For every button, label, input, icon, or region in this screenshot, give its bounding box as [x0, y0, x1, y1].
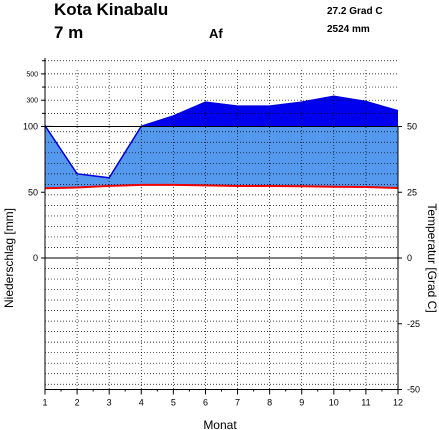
x-tick-label: 12	[393, 398, 403, 408]
annual-precipitation: 2524 mm	[327, 24, 370, 35]
temp-tick-label: 0	[407, 253, 412, 263]
precip-tick-label: 0	[33, 253, 38, 263]
x-tick-label: 2	[75, 398, 80, 408]
temp-tick-label: -50	[407, 385, 420, 395]
x-tick-label: 9	[299, 398, 304, 408]
temperature-axis-label: Temperatur [Grad C]	[425, 203, 439, 312]
precipitation-axis-label: Niederschlag [mm]	[2, 208, 16, 308]
x-tick-label: 4	[139, 398, 144, 408]
x-tick-label: 5	[171, 398, 176, 408]
humid-area	[45, 126, 398, 189]
precip-tick-label: 300	[26, 98, 38, 105]
station-name: Kota Kinabalu	[54, 0, 168, 19]
x-tick-label: 3	[107, 398, 112, 408]
climate-class: Af	[209, 26, 223, 41]
x-tick-label: 11	[361, 398, 370, 408]
precip-tick-label: 500	[26, 71, 38, 78]
temp-tick-label: -25	[407, 319, 420, 329]
perhumid-area	[45, 96, 398, 127]
x-tick-label: 6	[203, 398, 208, 408]
x-tick-label: 8	[267, 398, 272, 408]
x-axis-label: Monat	[203, 418, 237, 430]
temp-tick-label: 25	[407, 187, 417, 197]
precip-tick-label: 100	[23, 122, 38, 132]
data-lines	[44, 95, 399, 190]
x-tick-label: 1	[42, 398, 47, 408]
station-elevation: 7 m	[54, 23, 83, 42]
temperature-line	[44, 183, 399, 190]
precip-tick-label: 50	[28, 187, 38, 197]
x-tick-label: 7	[235, 398, 240, 408]
temp-tick-label: 50	[407, 122, 417, 132]
x-tick-label: 10	[329, 398, 339, 408]
precipitation-line	[44, 95, 399, 179]
mean-temperature: 27.2 Grad C	[327, 6, 383, 17]
